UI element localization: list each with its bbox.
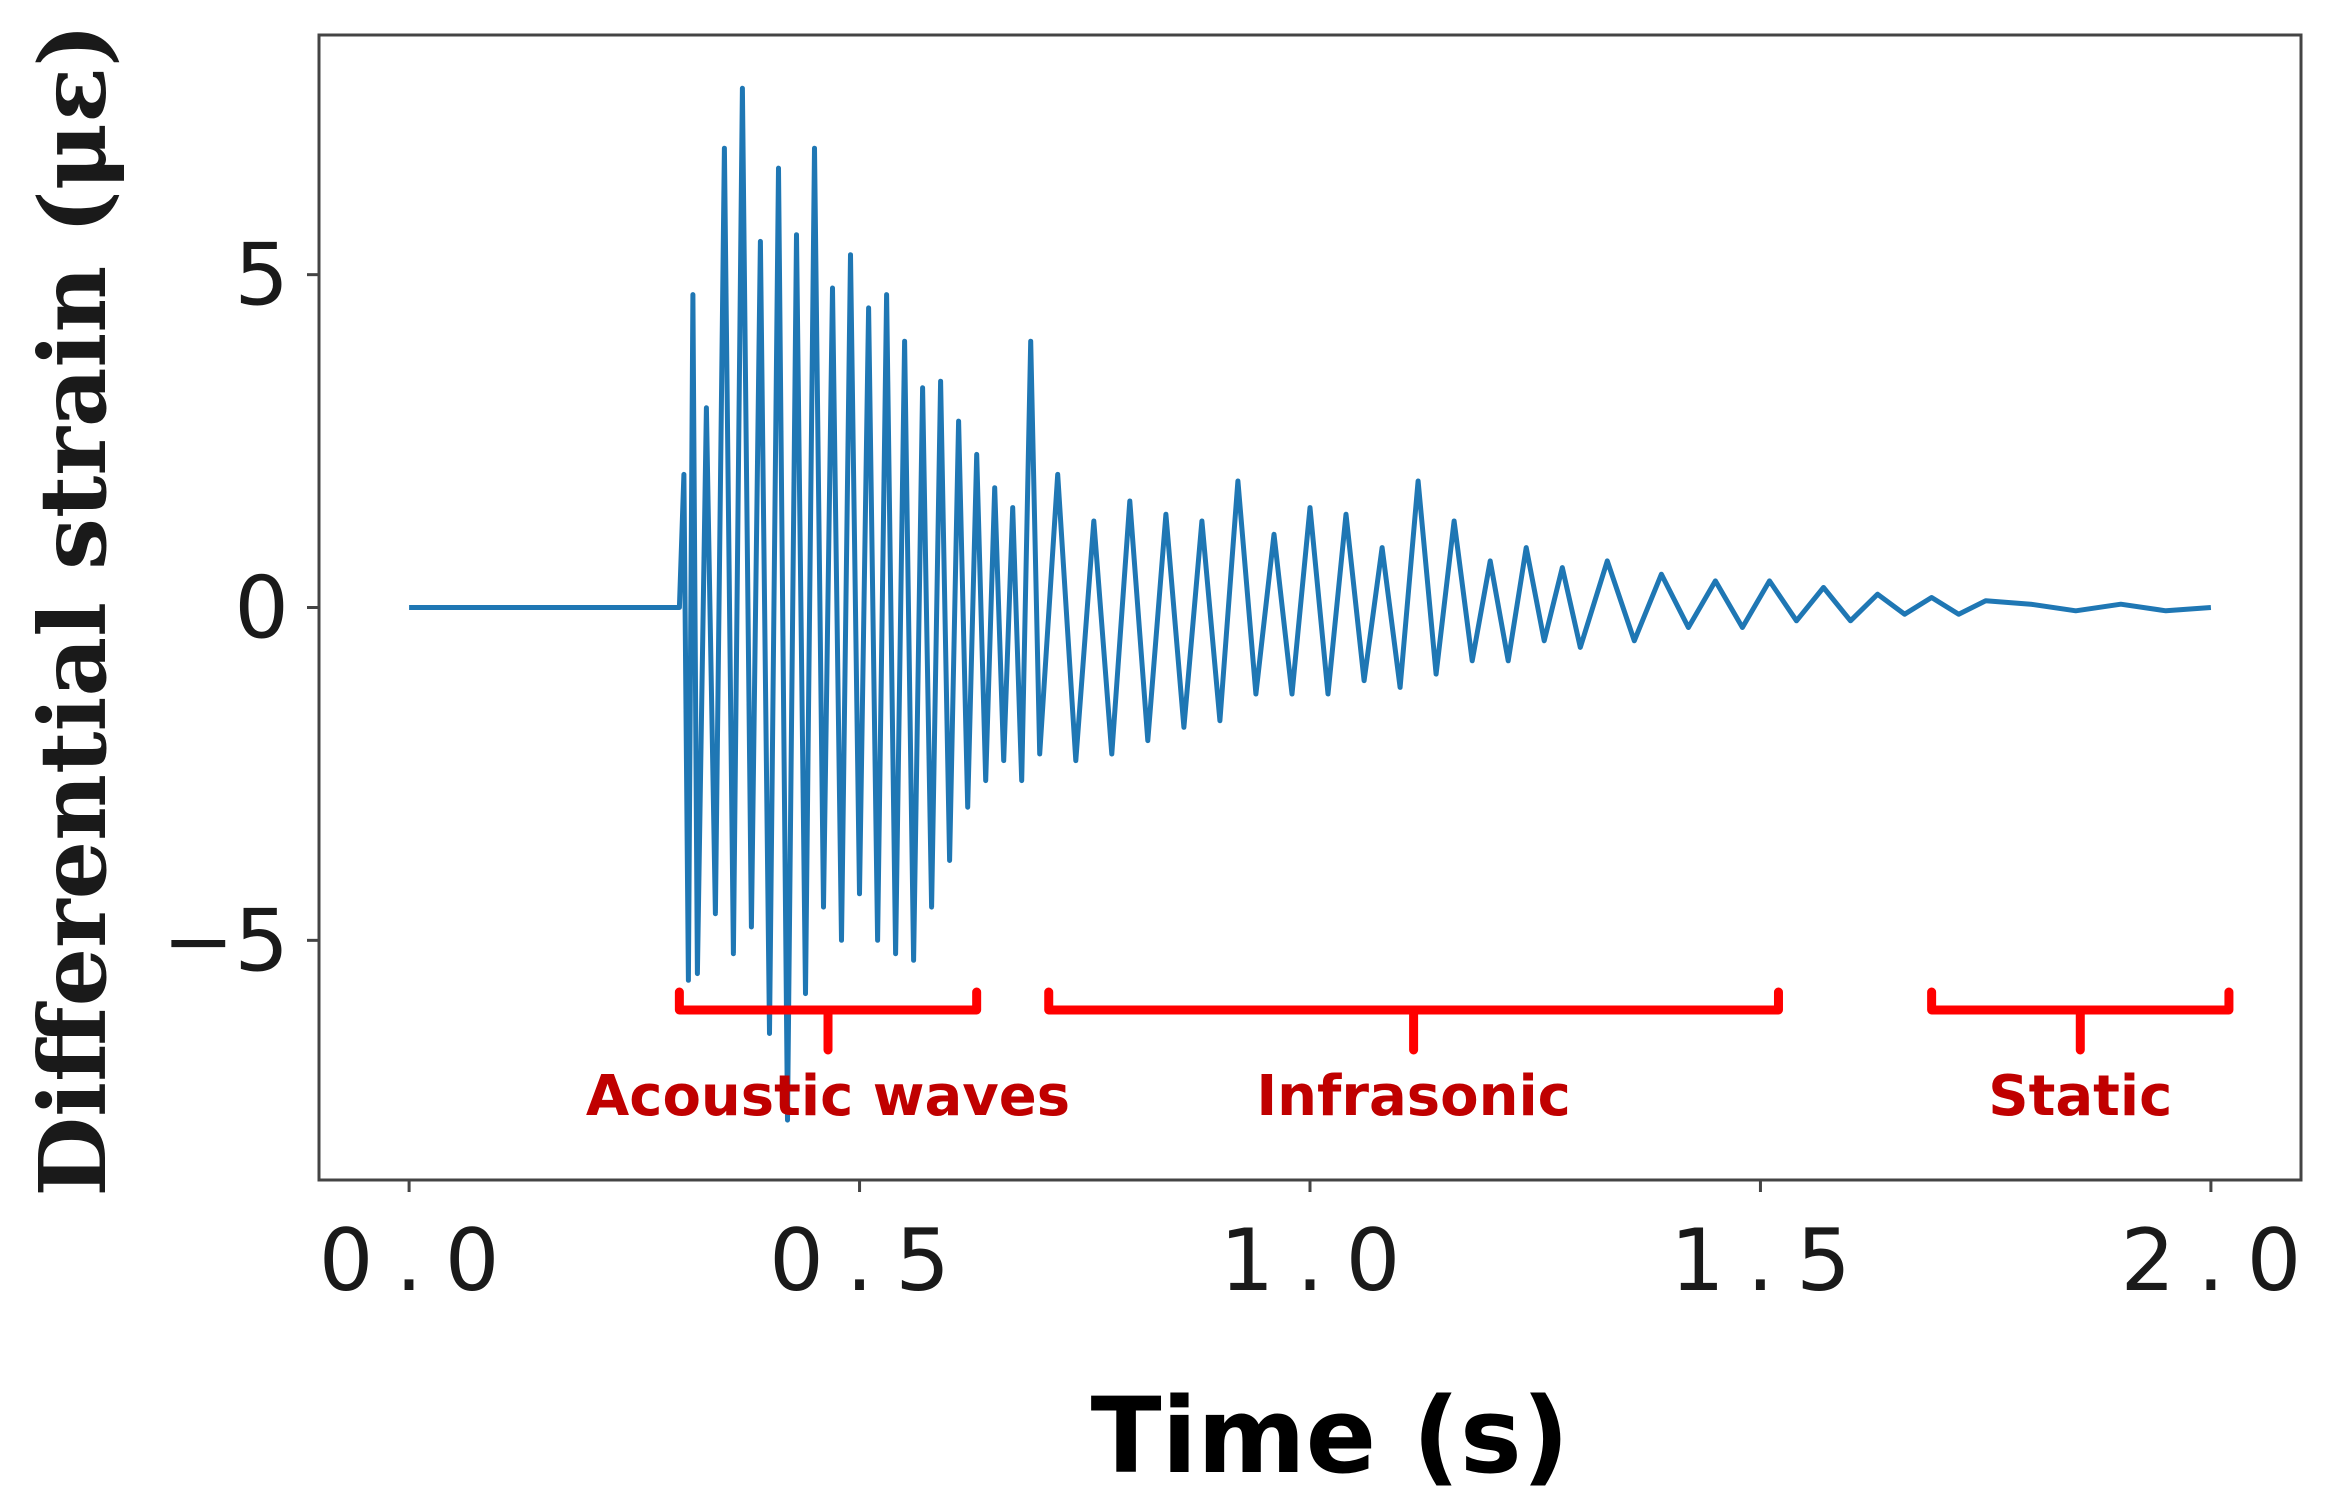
y-tick-label: 5 xyxy=(234,226,289,326)
series-line-0 xyxy=(409,85,2212,1123)
x-axis-label: Time (s) xyxy=(1091,1375,1570,1497)
y-tick-label: −5 xyxy=(162,891,289,991)
y-axis-label: Differential strain (με) xyxy=(19,23,127,1196)
y-tick-label: 0 xyxy=(234,559,289,659)
chart-marks xyxy=(409,85,2212,1123)
annotation-label: Infrasonic xyxy=(1256,1064,1571,1129)
x-tick-label: 1.5 xyxy=(1670,1211,1873,1311)
x-tick-label: 0.0 xyxy=(319,1211,522,1311)
annotation-brackets: Acoustic waves Infrasonic Static xyxy=(586,987,2234,1129)
annotation-label: Acoustic waves xyxy=(586,1064,1070,1129)
annotation-bracket xyxy=(674,987,982,1055)
annotation-bracket xyxy=(1927,987,2234,1055)
x-tick-label: 2.0 xyxy=(2121,1211,2324,1311)
annotation-label: Static xyxy=(1988,1064,2172,1129)
y-axis-ticks: −5 0 5 xyxy=(162,226,319,991)
annotation-bracket xyxy=(1044,987,1783,1055)
x-tick-label: 1.0 xyxy=(1220,1211,1423,1311)
x-axis-ticks: 0.0 0.5 1.0 1.5 2.0 xyxy=(319,1180,2324,1311)
x-tick-label: 0.5 xyxy=(769,1211,972,1311)
